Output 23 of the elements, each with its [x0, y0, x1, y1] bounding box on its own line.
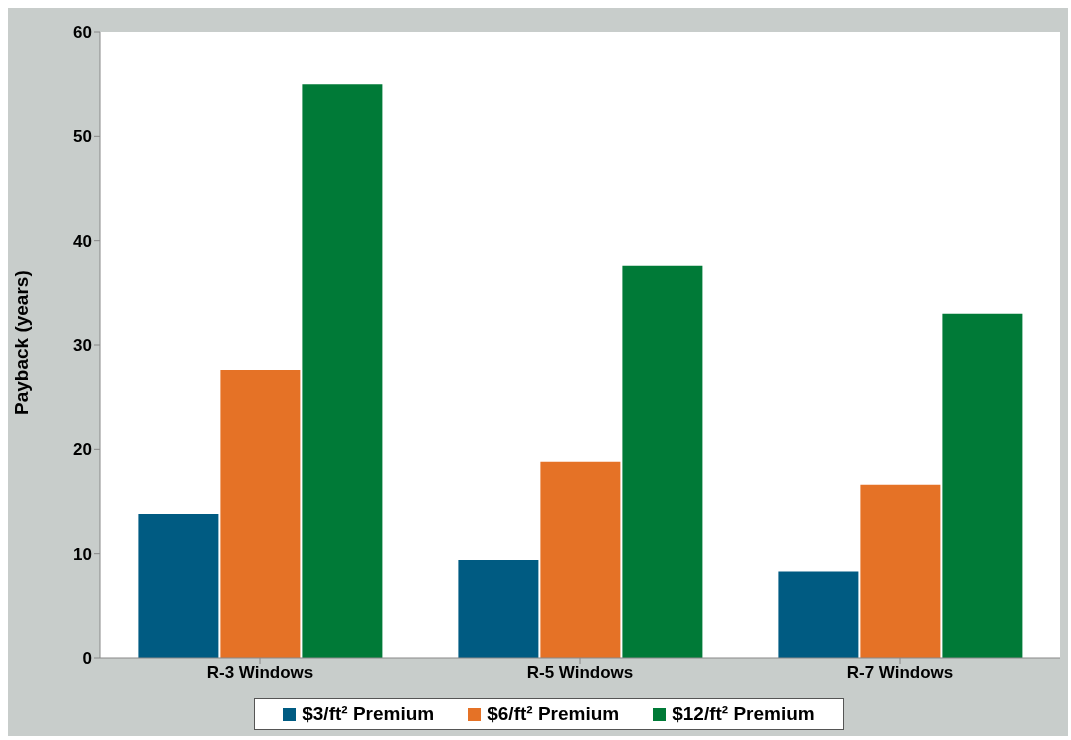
y-tick-label: 10: [73, 544, 92, 564]
bar: [622, 265, 703, 658]
bar: [138, 514, 219, 658]
bar: [540, 461, 621, 658]
y-tick-label: 50: [73, 127, 92, 147]
y-tick-label: 60: [73, 23, 92, 43]
y-tick-label: 30: [73, 336, 92, 356]
legend-label: $3/ft² Premium: [301, 703, 435, 725]
bar: [458, 559, 539, 658]
bar: [942, 313, 1023, 658]
bar: [860, 484, 941, 658]
y-tick-label: 20: [73, 440, 92, 460]
x-tick-label: R-7 Windows: [846, 663, 954, 683]
y-tick-label: 0: [82, 649, 92, 669]
x-tick-label: R-3 Windows: [206, 663, 314, 683]
legend-label: $6/ft² Premium: [486, 703, 620, 725]
y-tick-label: 40: [73, 231, 92, 251]
legend-label: $12/ft² Premium: [671, 703, 815, 725]
x-tick-label: R-5 Windows: [526, 663, 634, 683]
bar: [778, 571, 859, 658]
y-axis-title: Payback (years): [10, 270, 32, 415]
bar: [302, 84, 383, 658]
bar: [220, 370, 301, 658]
